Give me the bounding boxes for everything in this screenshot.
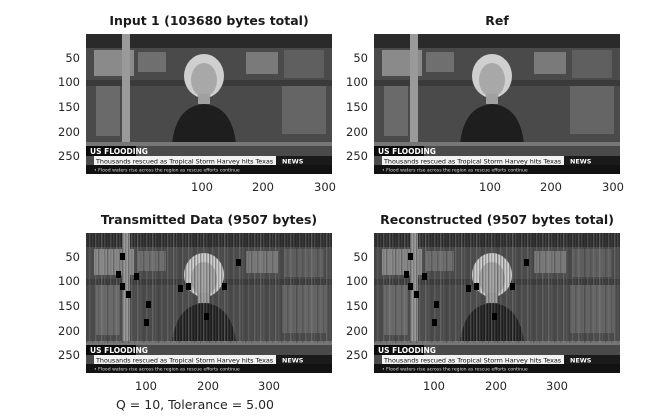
panel-title-reconstructed: Reconstructed (9507 bytes total) bbox=[380, 212, 614, 227]
y-tick-label: 100 bbox=[58, 274, 80, 288]
x-tick-label: 300 bbox=[602, 180, 624, 194]
svg-text:NEWS: NEWS bbox=[570, 158, 592, 166]
svg-text:NEWS: NEWS bbox=[570, 357, 592, 365]
x-tick-label: 300 bbox=[546, 379, 568, 393]
svg-text:• Flood waters rise across the: • Flood waters rise across the region as… bbox=[94, 168, 240, 174]
svg-text:• Flood waters rise across the: • Flood waters rise across the region as… bbox=[382, 367, 528, 373]
parameters-caption: Q = 10, Tolerance = 5.00 bbox=[116, 397, 274, 412]
y-tick-label: 150 bbox=[58, 100, 80, 114]
svg-text:US FLOODING: US FLOODING bbox=[378, 346, 436, 355]
news-frame-image: US FLOODING Thousands rescued as Tropical… bbox=[374, 34, 620, 174]
y-tick-label: 250 bbox=[346, 149, 368, 163]
x-tick-label: 100 bbox=[135, 379, 157, 393]
panel-title-ref: Ref bbox=[485, 13, 509, 28]
svg-text:Thousands rescued as Tropical: Thousands rescued as Tropical Storm Harv… bbox=[383, 158, 562, 166]
y-tick-label: 250 bbox=[58, 348, 80, 362]
svg-text:• Flood waters rise across the: • Flood waters rise across the region as… bbox=[94, 367, 240, 373]
svg-text:Thousands rescued as Tropical: Thousands rescued as Tropical Storm Harv… bbox=[383, 357, 562, 365]
image-axes-input[interactable]: US FLOODING Thousands rescued as Tropical… bbox=[86, 34, 332, 174]
y-tick-label: 250 bbox=[346, 348, 368, 362]
panel-input: Input 1 (103680 bytes total) US FLOODING… bbox=[86, 13, 332, 174]
y-tick-label: 200 bbox=[58, 125, 80, 139]
y-tick-label: 50 bbox=[65, 250, 80, 264]
image-axes-transmitted[interactable]: US FLOODING Thousands rescued as Tropical… bbox=[86, 233, 332, 373]
svg-text:• Flood waters rise across the: • Flood waters rise across the region as… bbox=[382, 168, 528, 174]
x-tick-label: 200 bbox=[485, 379, 507, 393]
panel-transmitted: Transmitted Data (9507 bytes) US FLOODIN… bbox=[86, 212, 332, 373]
x-tick-label: 200 bbox=[540, 180, 562, 194]
y-tick-label: 50 bbox=[65, 51, 80, 65]
x-tick-label: 300 bbox=[258, 379, 280, 393]
y-tick-label: 200 bbox=[346, 125, 368, 139]
x-tick-label: 100 bbox=[479, 180, 501, 194]
y-tick-label: 250 bbox=[58, 149, 80, 163]
x-tick-label: 100 bbox=[423, 379, 445, 393]
y-tick-label: 150 bbox=[346, 100, 368, 114]
y-tick-label: 150 bbox=[58, 299, 80, 313]
y-tick-label: 50 bbox=[353, 51, 368, 65]
x-tick-label: 200 bbox=[252, 180, 274, 194]
y-tick-label: 100 bbox=[346, 274, 368, 288]
svg-text:US FLOODING: US FLOODING bbox=[90, 147, 148, 156]
y-tick-label: 100 bbox=[346, 75, 368, 89]
y-tick-label: 150 bbox=[346, 299, 368, 313]
image-axes-ref[interactable]: US FLOODING Thousands rescued as Tropical… bbox=[374, 34, 620, 174]
svg-text:US FLOODING: US FLOODING bbox=[90, 346, 148, 355]
news-frame-image: US FLOODING Thousands rescued as Tropical… bbox=[86, 34, 332, 174]
y-tick-label: 50 bbox=[353, 250, 368, 264]
svg-text:Thousands rescued as Tropical: Thousands rescued as Tropical Storm Harv… bbox=[95, 357, 274, 365]
y-tick-label: 100 bbox=[58, 75, 80, 89]
svg-text:US FLOODING: US FLOODING bbox=[378, 147, 436, 156]
panel-reconstructed: Reconstructed (9507 bytes total) US FLOO… bbox=[374, 212, 620, 373]
image-axes-reconstructed[interactable]: US FLOODING Thousands rescued as Tropical… bbox=[374, 233, 620, 373]
panel-title-transmitted: Transmitted Data (9507 bytes) bbox=[100, 212, 318, 227]
x-tick-label: 200 bbox=[197, 379, 219, 393]
svg-text:NEWS: NEWS bbox=[282, 158, 304, 166]
x-tick-label: 300 bbox=[314, 180, 336, 194]
news-frame-image: US FLOODING Thousands rescued as Tropical… bbox=[86, 233, 332, 373]
y-tick-label: 200 bbox=[58, 324, 80, 338]
x-tick-label: 100 bbox=[191, 180, 213, 194]
y-tick-label: 200 bbox=[346, 324, 368, 338]
panel-title-input: Input 1 (103680 bytes total) bbox=[109, 13, 309, 28]
panel-ref: Ref US FLOODING Thousands rescued as Trop… bbox=[374, 13, 620, 174]
news-frame-image: US FLOODING Thousands rescued as Tropical… bbox=[374, 233, 620, 373]
svg-text:NEWS: NEWS bbox=[282, 357, 304, 365]
svg-text:Thousands rescued as Tropical: Thousands rescued as Tropical Storm Harv… bbox=[95, 158, 274, 166]
